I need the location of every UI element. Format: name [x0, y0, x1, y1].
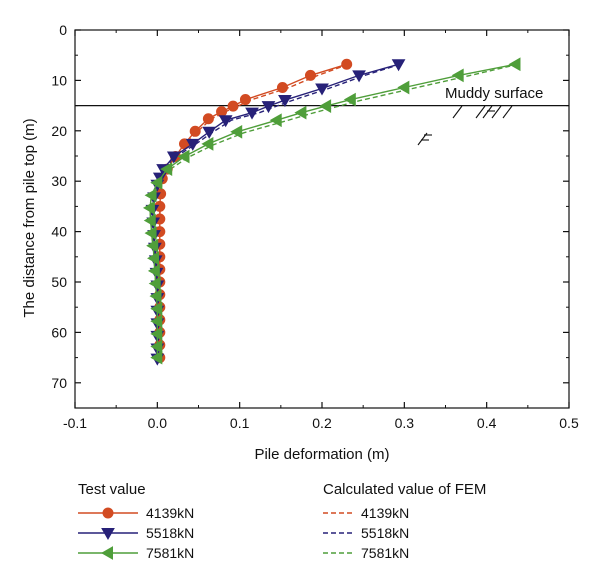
y-tick-label: 30 — [51, 173, 67, 189]
data-point-test-4139kn — [341, 58, 353, 70]
x-tick-label: 0.1 — [230, 415, 250, 431]
series-line-fem-5518kn — [151, 63, 401, 359]
x-tick-label: 0.4 — [477, 415, 497, 431]
y-tick-label: 20 — [51, 123, 67, 139]
data-point-test-4139kn — [227, 100, 239, 112]
data-point-test-7581kn — [150, 175, 163, 190]
data-point-test-7581kn — [147, 251, 160, 266]
data-point-test-7581kn — [142, 201, 155, 215]
data-point-test-7581kn — [508, 57, 521, 72]
data-point-test-7581kn — [230, 124, 243, 139]
data-point-test-7581kn — [150, 350, 163, 365]
legend-title-test: Test value — [78, 481, 146, 498]
data-point-test-5518kn — [315, 83, 329, 96]
data-point-test-7581kn — [150, 301, 163, 316]
data-point-test-5518kn — [261, 101, 276, 114]
series-fem-5518kn — [151, 63, 401, 359]
legend-marker-test-4139kn — [102, 507, 114, 519]
data-point-test-5518kn — [391, 59, 406, 72]
x-tick-label: 0.2 — [312, 415, 332, 431]
series-fem-7581kn — [149, 63, 519, 358]
x-tick-label: 0.0 — [148, 415, 168, 431]
data-point-test-5518kn — [218, 115, 233, 128]
data-point-test-7581kn — [148, 276, 161, 291]
data-point-test-5518kn — [278, 95, 292, 108]
data-point-test-4139kn — [239, 94, 251, 106]
legend-label-fem-4139kn: 4139kN — [361, 505, 409, 521]
data-point-test-7581kn — [319, 99, 332, 113]
data-point-test-7581kn — [143, 213, 156, 228]
data-point-test-7581kn — [146, 238, 159, 253]
legend-label-fem-5518kn: 5518kN — [361, 525, 409, 541]
y-tick-label: 10 — [51, 72, 67, 88]
muddy-surface-label: Muddy surface — [445, 85, 543, 102]
y-tick-label: 40 — [51, 224, 67, 240]
series-test-7581kn — [142, 57, 521, 365]
soil-hatch-marks — [417, 105, 513, 146]
y-axis-title: The distance from pile top (m) — [21, 118, 38, 317]
series-line-test-5518kn — [151, 63, 399, 359]
data-point-test-7581kn — [177, 149, 190, 164]
data-point-test-7581kn — [144, 188, 157, 203]
data-point-test-4139kn — [304, 69, 316, 81]
y-tick-label: 60 — [51, 324, 67, 340]
data-point-test-4139kn — [189, 125, 201, 137]
legend-title-fem: Calculated value of FEM — [323, 481, 486, 498]
axis-ticks: -0.1 0.0 0.1 0.2 0.3 0.4 0.5 0 10 20 30 40 50 60 70 — [51, 22, 579, 431]
legend-label-test-5518kn: 5518kN — [146, 525, 194, 541]
data-point-test-7581kn — [294, 105, 307, 120]
data-point-test-7581kn — [343, 92, 356, 107]
data-point-test-7581kn — [149, 289, 162, 303]
legend-label-fem-7581kn: 7581kN — [361, 545, 409, 561]
series-layer — [142, 57, 521, 366]
x-axis-title: Pile deformation (m) — [254, 446, 389, 463]
y-tick-label: 0 — [59, 22, 67, 38]
data-point-test-5518kn — [245, 107, 259, 120]
data-point-test-5518kn — [202, 126, 217, 139]
data-point-test-4139kn — [202, 113, 214, 125]
data-point-test-7581kn — [269, 113, 282, 128]
x-tick-label: 0.3 — [395, 415, 415, 431]
legend-label-test-4139kn: 4139kN — [146, 505, 194, 521]
data-point-test-7581kn — [147, 264, 160, 278]
y-tick-label: 50 — [51, 274, 67, 290]
data-point-test-7581kn — [397, 80, 410, 95]
data-point-test-7581kn — [144, 226, 157, 240]
data-point-test-7581kn — [451, 68, 464, 83]
legend-marker-test-7581kn — [100, 546, 113, 560]
data-point-test-5518kn — [352, 70, 366, 83]
data-point-test-4139kn — [276, 81, 288, 93]
y-tick-label: 70 — [51, 375, 67, 391]
data-point-test-7581kn — [150, 339, 163, 354]
data-point-test-7581kn — [201, 137, 214, 151]
legend: Test value Calculated value of FEM 4139k… — [78, 481, 486, 561]
data-point-test-7581kn — [160, 162, 173, 176]
legend-label-test-7581kn: 7581kN — [146, 545, 194, 561]
data-point-test-7581kn — [150, 327, 163, 341]
series-line-fem-7581kn — [149, 63, 519, 358]
data-point-test-5518kn — [166, 151, 181, 164]
data-point-test-5518kn — [185, 138, 200, 151]
x-tick-label: -0.1 — [63, 415, 87, 431]
data-point-test-7581kn — [150, 314, 163, 329]
legend-marker-test-5518kn — [101, 528, 115, 541]
data-point-test-4139kn — [216, 106, 228, 118]
x-tick-label: 0.5 — [559, 415, 579, 431]
